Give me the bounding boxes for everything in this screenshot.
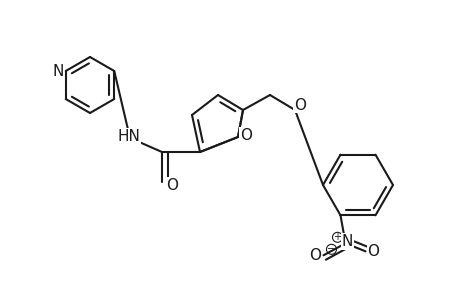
Text: O: O xyxy=(309,248,321,263)
Text: −: − xyxy=(327,244,335,254)
Text: +: + xyxy=(333,232,341,242)
Text: O: O xyxy=(240,128,252,142)
Text: N: N xyxy=(52,64,63,79)
Text: O: O xyxy=(293,98,305,112)
Text: O: O xyxy=(367,244,379,259)
Text: N: N xyxy=(341,234,353,249)
Text: HN: HN xyxy=(118,128,140,143)
Text: O: O xyxy=(166,178,178,193)
